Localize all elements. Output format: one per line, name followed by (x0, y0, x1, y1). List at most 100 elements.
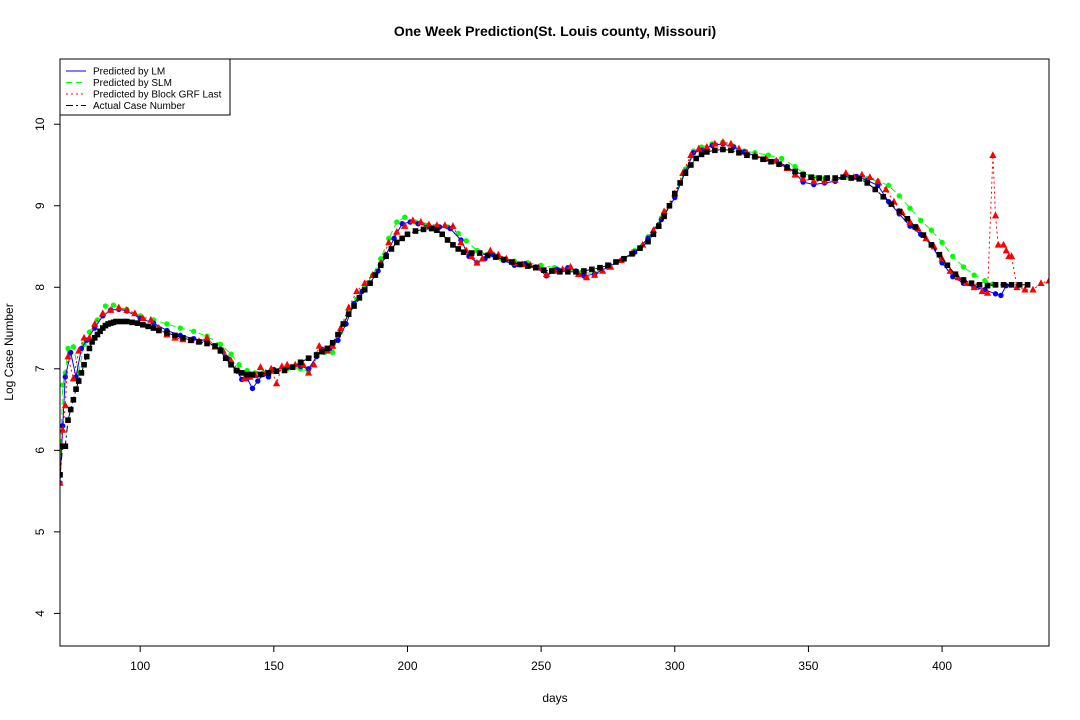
data-point (145, 323, 152, 330)
data-point (409, 216, 417, 224)
data-point (1016, 282, 1023, 288)
data-point (67, 406, 74, 413)
data-point (324, 345, 331, 352)
data-point (257, 371, 264, 378)
series-predicted-by-lm (60, 141, 1009, 486)
data-point (233, 367, 240, 374)
data-point (425, 220, 433, 228)
data-point (255, 378, 261, 384)
data-point (800, 171, 806, 178)
data-point (107, 306, 115, 313)
data-point (60, 478, 64, 486)
data-point (768, 158, 774, 165)
data-point (661, 213, 667, 220)
data-point (508, 259, 515, 265)
data-point (542, 270, 551, 278)
data-point (420, 226, 427, 233)
data-point (131, 309, 139, 317)
data-point (273, 368, 280, 375)
data-point (613, 259, 619, 265)
data-point (874, 177, 882, 185)
data-point (228, 351, 234, 357)
data-point (265, 370, 272, 376)
data-point (760, 156, 766, 163)
data-point (712, 147, 718, 154)
data-point (134, 320, 141, 326)
data-point (99, 309, 107, 317)
data-point (249, 371, 256, 378)
data-point (1002, 246, 1010, 254)
data-point (65, 417, 71, 423)
legend-entry: Predicted by Block GRF Last (93, 90, 222, 101)
data-point (597, 264, 603, 271)
data-point (217, 348, 224, 354)
legend-entry: Predicted by SLM (93, 78, 172, 89)
data-point (460, 249, 467, 256)
data-point (1037, 279, 1045, 287)
data-point (73, 386, 79, 392)
data-point (946, 266, 954, 274)
data-point (621, 255, 627, 262)
data-point (848, 175, 854, 181)
x-tick-label: 150 (264, 659, 284, 673)
data-point (67, 349, 74, 356)
data-point (83, 353, 90, 360)
data-point (687, 151, 695, 159)
data-point (566, 262, 575, 270)
data-point (147, 315, 155, 323)
legend-entry: Actual Case Number (93, 101, 186, 112)
data-point (917, 217, 924, 224)
data-point (532, 264, 539, 271)
data-point (177, 325, 183, 331)
data-point (345, 303, 353, 311)
data-point (698, 151, 705, 158)
data-point (124, 318, 130, 325)
x-tick-label: 300 (665, 659, 685, 673)
data-point (289, 364, 296, 370)
data-point (441, 221, 449, 229)
data-point (351, 303, 357, 309)
data-point (402, 214, 408, 220)
data-point (842, 169, 850, 176)
data-point (80, 333, 88, 341)
data-point (565, 268, 571, 275)
data-point (992, 282, 999, 288)
data-point (329, 339, 336, 346)
data-point (329, 349, 336, 356)
data-point (776, 161, 782, 167)
data-point (457, 238, 465, 246)
data-point (682, 170, 689, 176)
data-point (856, 176, 863, 182)
data-point (75, 346, 83, 354)
data-point (75, 378, 82, 384)
data-point (736, 149, 742, 156)
data-point (283, 360, 291, 368)
data-point (864, 180, 871, 186)
data-point (94, 331, 101, 338)
y-tick-label: 4 (33, 610, 47, 617)
data-point (1021, 285, 1029, 293)
data-point (129, 319, 135, 326)
series-line (60, 141, 994, 475)
data-point (449, 222, 457, 229)
data-point (671, 190, 678, 197)
data-point (484, 252, 491, 259)
data-point (335, 331, 341, 338)
data-point (428, 225, 435, 232)
data-point (305, 366, 312, 372)
data-point (1029, 285, 1037, 293)
data-point (102, 303, 109, 309)
data-point (123, 306, 131, 313)
data-point (378, 256, 384, 262)
data-point (936, 251, 943, 258)
data-point (904, 215, 911, 222)
data-point (649, 226, 657, 234)
data-point (439, 231, 446, 238)
data-point (779, 155, 785, 162)
data-point (486, 246, 494, 254)
data-point (335, 337, 341, 343)
data-point (882, 185, 890, 193)
data-point (516, 261, 523, 268)
data-point (912, 224, 919, 230)
data-point (605, 262, 611, 269)
